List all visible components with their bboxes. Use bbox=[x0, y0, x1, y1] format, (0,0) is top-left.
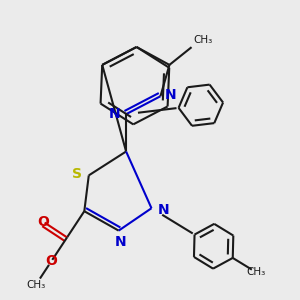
Text: N: N bbox=[114, 235, 126, 249]
Text: N: N bbox=[165, 88, 177, 102]
Text: S: S bbox=[72, 167, 82, 181]
Text: CH₃: CH₃ bbox=[246, 267, 265, 277]
Text: N: N bbox=[109, 106, 121, 121]
Text: CH₃: CH₃ bbox=[26, 280, 46, 290]
Text: O: O bbox=[37, 215, 49, 229]
Text: O: O bbox=[45, 254, 57, 268]
Text: CH₃: CH₃ bbox=[193, 35, 212, 45]
Text: N: N bbox=[158, 203, 169, 217]
